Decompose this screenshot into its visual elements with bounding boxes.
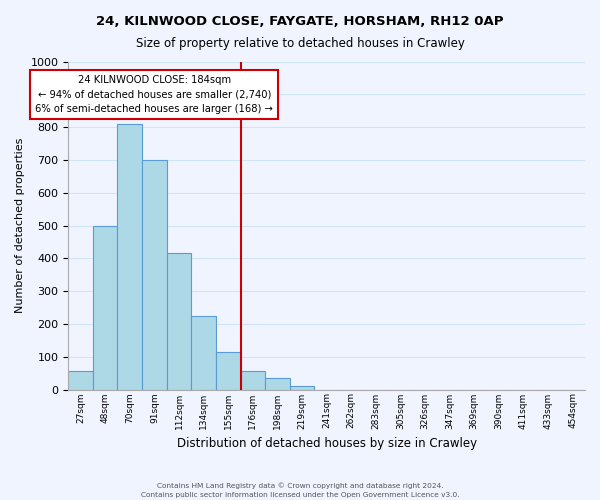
Text: Contains public sector information licensed under the Open Government Licence v3: Contains public sector information licen… <box>140 492 460 498</box>
Bar <box>191 316 216 390</box>
Bar <box>241 371 265 390</box>
Bar <box>290 386 314 390</box>
X-axis label: Distribution of detached houses by size in Crawley: Distribution of detached houses by size … <box>176 437 477 450</box>
Text: Contains HM Land Registry data © Crown copyright and database right 2024.: Contains HM Land Registry data © Crown c… <box>157 482 443 489</box>
Bar <box>265 378 290 390</box>
Text: 24, KILNWOOD CLOSE, FAYGATE, HORSHAM, RH12 0AP: 24, KILNWOOD CLOSE, FAYGATE, HORSHAM, RH… <box>96 15 504 28</box>
Bar <box>68 372 93 390</box>
Y-axis label: Number of detached properties: Number of detached properties <box>15 138 25 313</box>
Text: Size of property relative to detached houses in Crawley: Size of property relative to detached ho… <box>136 38 464 51</box>
Bar <box>167 254 191 390</box>
Bar <box>118 124 142 390</box>
Text: 24 KILNWOOD CLOSE: 184sqm
← 94% of detached houses are smaller (2,740)
6% of sem: 24 KILNWOOD CLOSE: 184sqm ← 94% of detac… <box>35 74 274 114</box>
Bar <box>142 160 167 390</box>
Bar <box>216 352 241 390</box>
Bar <box>93 226 118 390</box>
